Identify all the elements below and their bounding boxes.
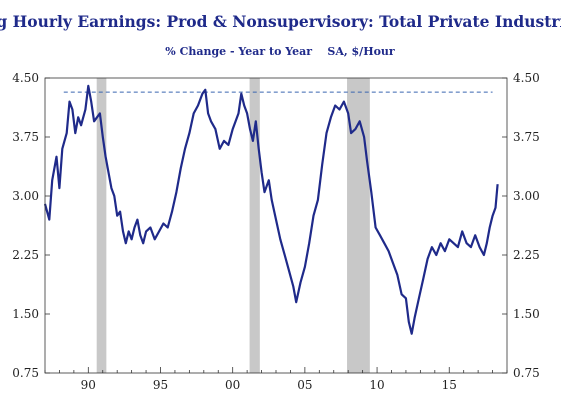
y-tick-label-left: 0.75: [12, 366, 39, 380]
recession-bar-2: [249, 78, 260, 373]
y-tick-label-right: 1.50: [513, 307, 540, 321]
y-tick-label-left: 4.50: [12, 71, 39, 85]
y-tick-label-right: 2.25: [513, 248, 540, 262]
y-tick-label-right: 3.75: [513, 130, 540, 144]
y-tick-label-left: 3.75: [12, 130, 39, 144]
y-axis-left: 0.75 1.50 2.25 3.00 3.75 4.50: [12, 71, 50, 380]
x-axis: 90 95 00 05 10 15: [44, 367, 508, 392]
x-tick-label: 90: [81, 378, 96, 392]
recession-shading: [96, 78, 370, 373]
recession-bar-1: [96, 78, 107, 373]
x-tick-label: 05: [297, 378, 312, 392]
recession-bar-3: [347, 78, 370, 373]
x-tick-label: 10: [369, 378, 384, 392]
y-tick-label-left: 1.50: [12, 307, 39, 321]
chart-title: Avg Hourly Earnings: Prod & Nonsuperviso…: [0, 12, 561, 31]
y-tick-label-right: 0.75: [513, 366, 540, 380]
x-tick-label: 00: [225, 378, 240, 392]
x-tick-label: 95: [153, 378, 168, 392]
x-tick-label: 15: [442, 378, 457, 392]
plot-frame: [44, 77, 508, 374]
series-group: [43, 84, 499, 335]
y-tick-label-right: 3.00: [513, 189, 540, 203]
series-line-1: [43, 84, 499, 335]
y-tick-label-right: 4.50: [513, 71, 540, 85]
y-axis-right: 0.75 1.50 2.25 3.00 3.75 4.50: [502, 71, 540, 380]
y-tick-label-left: 3.00: [12, 189, 39, 203]
y-tick-label-left: 2.25: [12, 248, 39, 262]
chart-subtitle: % Change - Year to Year SA, $/Hour: [165, 45, 395, 58]
